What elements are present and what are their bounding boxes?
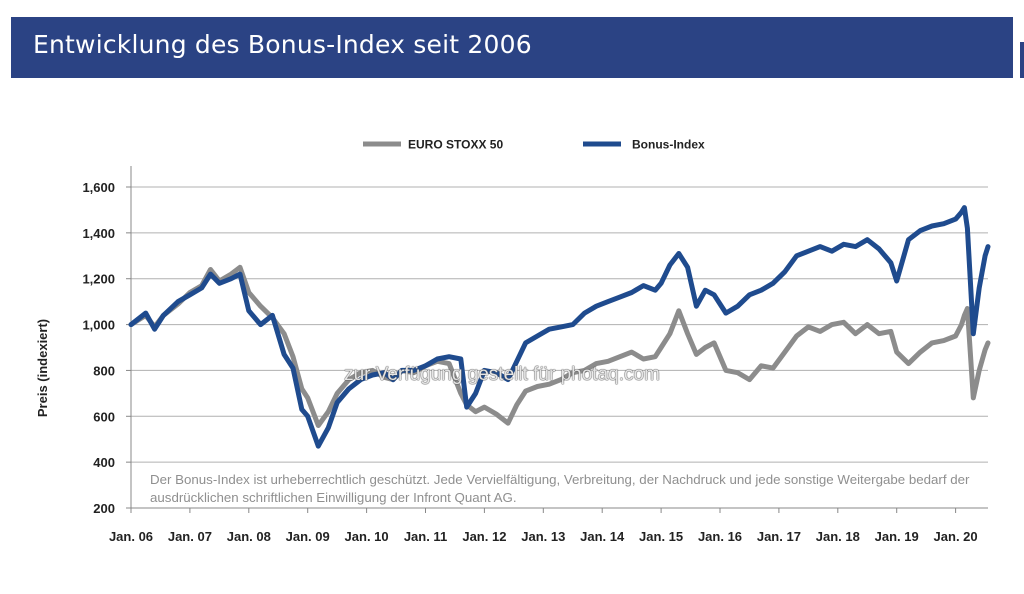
y-tick-label: 1,400 [82, 226, 115, 241]
y-axis-ticks: 200 400 600 800 1,000 1,200 1,400 1,600 [82, 180, 131, 516]
x-tick-label: Jan. 18 [816, 529, 860, 544]
series-line [128, 264, 991, 428]
y-tick-label: 600 [93, 409, 115, 424]
y-tick-label: 200 [93, 501, 115, 516]
y-tick-label: 400 [93, 455, 115, 470]
x-tick-label: Jan. 06 [109, 529, 153, 544]
series-lines [128, 205, 991, 449]
x-tick-label: Jan. 10 [345, 529, 389, 544]
legend-label: Bonus-Index [632, 138, 705, 152]
y-tick-label: 800 [93, 363, 115, 378]
x-tick-label: Jan. 12 [462, 529, 506, 544]
x-tick-label: Jan. 20 [934, 529, 978, 544]
x-tick-label: Jan. 16 [698, 529, 742, 544]
x-tick-label: Jan. 15 [639, 529, 683, 544]
y-tick-label: 1,200 [82, 272, 115, 287]
y-tick-label: 1,600 [82, 180, 115, 195]
watermark-text: zur Verfügung gestellt für photaq.com [344, 364, 660, 385]
edge-strip [1020, 42, 1024, 78]
x-tick-label: Jan. 17 [757, 529, 801, 544]
x-axis-ticks: Jan. 06 Jan. 07 Jan. 08 Jan. 09 Jan. 10 Jan. … [109, 508, 978, 544]
x-tick-label: Jan. 08 [227, 529, 271, 544]
title-banner: Entwicklung des Bonus-Index seit 2006 [11, 17, 1013, 78]
x-tick-label: Jan. 11 [404, 529, 447, 544]
x-tick-label: Jan. 07 [168, 529, 212, 544]
series-line [128, 205, 991, 449]
y-axis-label: Preis (indexiert) [35, 319, 50, 417]
legend: EURO STOXX 50 Bonus-Index [363, 138, 705, 152]
x-tick-label: Jan. 14 [580, 529, 625, 544]
y-tick-label: 1,000 [82, 318, 115, 333]
page-title: Entwicklung des Bonus-Index seit 2006 [33, 30, 532, 59]
x-tick-label: Jan. 13 [521, 529, 565, 544]
x-tick-label: Jan. 09 [286, 529, 330, 544]
legend-label: EURO STOXX 50 [408, 138, 503, 152]
copyright-note: Der Bonus-Index ist urheberrechtlich ges… [150, 472, 970, 505]
x-tick-label: Jan. 19 [875, 529, 919, 544]
